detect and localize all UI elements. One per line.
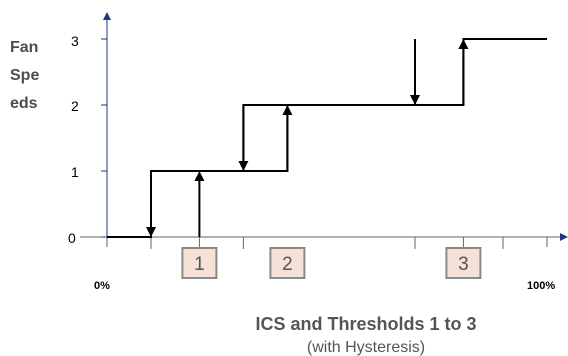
step-lines — [107, 38, 547, 238]
chart-subtitle: (with Hysteresis) — [307, 339, 425, 356]
step-line-1 — [107, 38, 547, 238]
threshold-badge-3 — [445, 247, 482, 279]
threshold-badge-label-1: 1 — [194, 254, 205, 275]
y-tick-label-2: 2 — [71, 98, 79, 114]
down-arrow-1-head — [146, 227, 156, 237]
x-tick-label-0: 0% — [94, 280, 110, 292]
y-axis-arrow-icon — [103, 12, 111, 20]
y-tick-label-3: 3 — [71, 33, 79, 49]
up-arrow-3-head — [458, 39, 469, 49]
threshold-badge-2 — [269, 247, 306, 279]
y-axis-label-line-3: eds — [10, 95, 38, 112]
hysteresis-arrows — [146, 39, 469, 237]
y-tick-label-1: 1 — [71, 164, 79, 180]
up-arrow-2-head — [282, 105, 293, 115]
down-arrow-2-head — [238, 161, 249, 171]
y-ticks — [101, 38, 107, 238]
x-minor-ticks — [106, 237, 548, 249]
down-arrow-3-head — [410, 95, 420, 105]
threshold-badge-label-2: 2 — [282, 254, 293, 275]
y-axis-label-line-2: Spe — [10, 67, 39, 84]
up-arrow-1-head — [194, 171, 205, 181]
axes — [80, 12, 568, 241]
threshold-badge-label-3: 3 — [458, 254, 469, 275]
chart-title: ICS and Thresholds 1 to 3 — [255, 314, 476, 334]
x-axis-arrow-icon — [560, 233, 568, 241]
threshold-badges: 1 2 3 — [181, 247, 482, 279]
x-tick-label-100: 100% — [527, 280, 555, 292]
step-line-2 — [151, 39, 416, 172]
y-tick-label-0: 0 — [68, 230, 76, 246]
y-axis-label-line-1: Fan — [10, 39, 38, 56]
threshold-badge-1 — [181, 247, 218, 279]
